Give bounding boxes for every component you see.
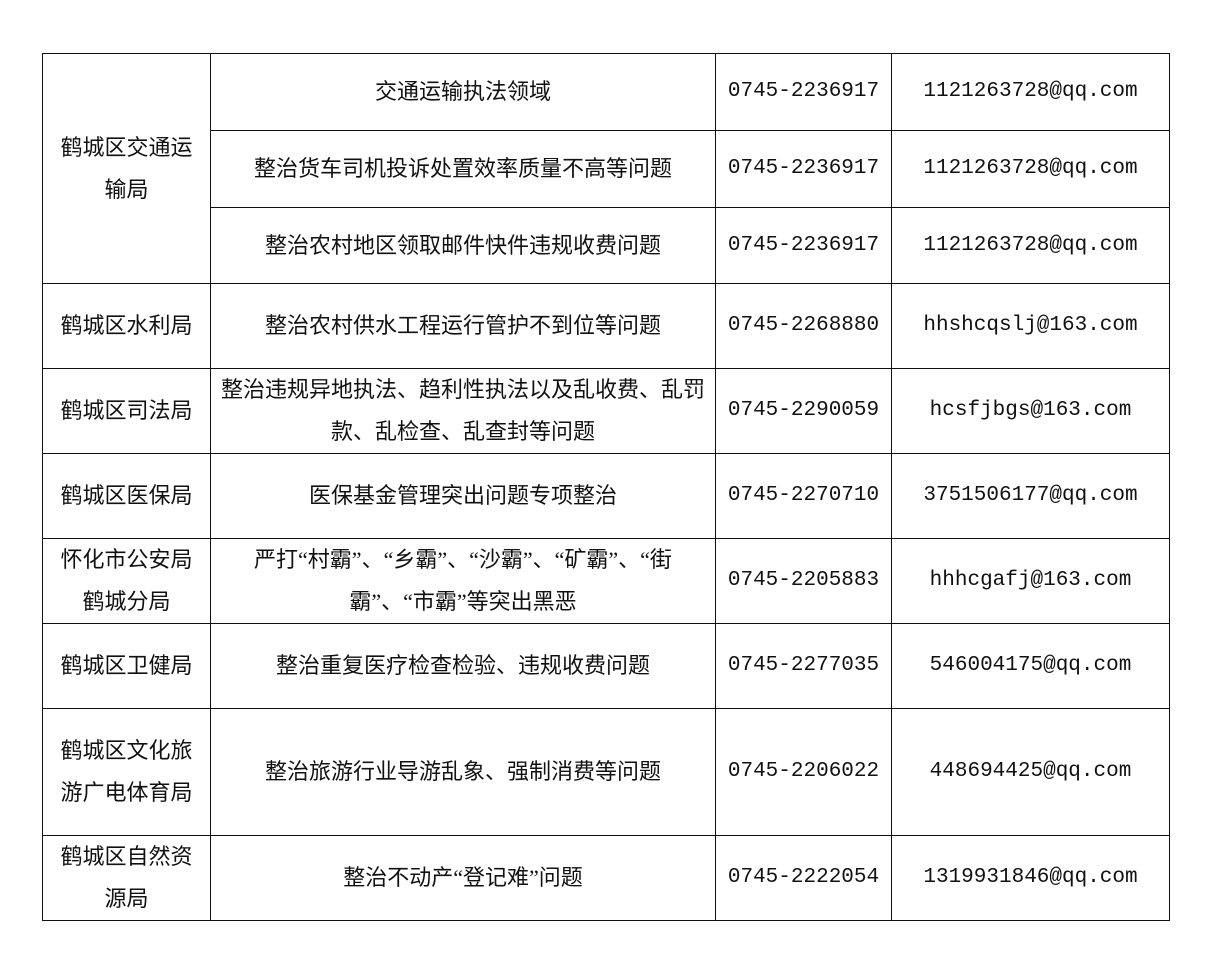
task-cell: 交通运输执法领域 [210,53,716,131]
phone-cell: 0745-2206022 [715,708,892,836]
task-cell: 整治货车司机投诉处置效率质量不高等问题 [210,130,716,208]
email-cell: 546004175@qq.com [891,623,1170,709]
email-cell: hhshcqslj@163.com [891,283,1170,369]
department-cell: 怀化市公安局鹤城分局 [42,538,211,624]
phone-cell: 0745-2236917 [715,53,892,131]
phone-cell: 0745-2268880 [715,283,892,369]
task-cell: 整治不动产“登记难”问题 [210,835,716,921]
table-row: 整治农村地区领取邮件快件违规收费问题 0745-2236917 1121263728… [43,207,1170,284]
phone-cell: 0745-2205883 [715,538,892,624]
table-row: 鹤城区自然资源局 整治不动产“登记难”问题 0745-2222054 13199318… [42,835,1170,921]
task-cell: 整治农村供水工程运行管护不到位等问题 [210,283,716,369]
table-row: 鹤城区文化旅游广电体育局 整治旅游行业导游乱象、强制消费等问题 0745-22060… [42,708,1170,836]
email-cell: 1121263728@qq.com [891,53,1170,131]
table-row: 鹤城区卫健局 整治重复医疗检查检验、违规收费问题 0745-2277035 54600… [42,623,1170,709]
email-cell: 3751506177@qq.com [891,453,1170,539]
department-cell: 鹤城区文化旅游广电体育局 [42,708,211,836]
department-cell: 鹤城区司法局 [42,368,211,454]
email-cell: 1121263728@qq.com [891,130,1170,208]
department-cell: 鹤城区医保局 [42,453,211,539]
email-cell: hcsfjbgs@163.com [891,368,1170,454]
phone-cell: 0745-2270710 [715,453,892,539]
department-cell: 鹤城区水利局 [42,283,211,369]
table-row: 鹤城区交通运输局 交通运输执法领域 0745-2236917 1121263728@q… [42,53,1170,284]
phone-cell: 0745-2236917 [715,207,892,284]
phone-cell: 0745-2290059 [715,368,892,454]
table-row: 鹤城区水利局 整治农村供水工程运行管护不到位等问题 0745-2268880 hhsh… [42,283,1170,369]
phone-cell: 0745-2222054 [715,835,892,921]
department-cell: 鹤城区交通运输局 [42,53,211,284]
task-cell: 整治违规异地执法、趋利性执法以及乱收费、乱罚款、乱检查、乱查封等问题 [210,368,716,454]
department-cell: 鹤城区卫健局 [42,623,211,709]
email-cell: 1319931846@qq.com [891,835,1170,921]
department-cell: 鹤城区自然资源局 [42,835,211,921]
task-cell: 整治重复医疗检查检验、违规收费问题 [210,623,716,709]
table-row: 整治货车司机投诉处置效率质量不高等问题 0745-2236917 112126372… [43,130,1170,208]
phone-cell: 0745-2277035 [715,623,892,709]
table-row: 鹤城区司法局 整治违规异地执法、趋利性执法以及乱收费、乱罚款、乱检查、乱查封等问题… [42,368,1170,454]
task-cell: 整治农村地区领取邮件快件违规收费问题 [210,207,716,284]
email-cell: 448694425@qq.com [891,708,1170,836]
email-cell: 1121263728@qq.com [891,207,1170,284]
table-row: 鹤城区医保局 医保基金管理突出问题专项整治 0745-2270710 37515061… [42,453,1170,539]
task-cell: 严打“村霸”、“乡霸”、“沙霸”、“矿霸”、“街霸”、“市霸”等突出黑恶 [210,538,716,624]
task-cell: 整治旅游行业导游乱象、强制消费等问题 [210,708,716,836]
table-row: 怀化市公安局鹤城分局 严打“村霸”、“乡霸”、“沙霸”、“矿霸”、“街霸”、“市霸… [42,538,1170,624]
email-cell: hhhcgafj@163.com [891,538,1170,624]
contact-table: 鹤城区交通运输局 交通运输执法领域 0745-2236917 1121263728@q… [42,53,1170,921]
task-cell: 医保基金管理突出问题专项整治 [210,453,716,539]
phone-cell: 0745-2236917 [715,130,892,208]
